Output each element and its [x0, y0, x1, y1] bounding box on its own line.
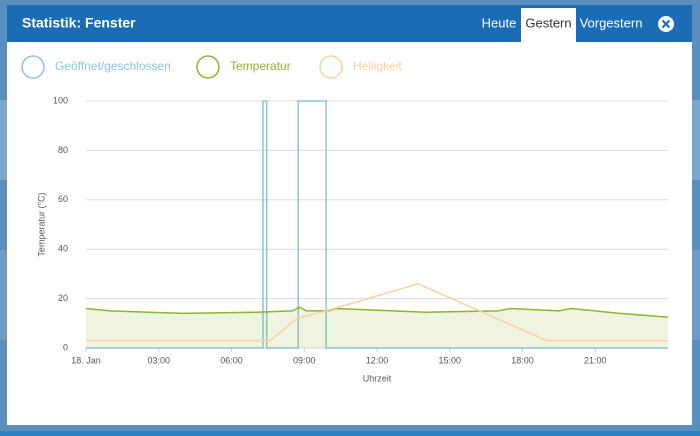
x-tick-label: 15:00 [438, 355, 461, 365]
close-icon [661, 19, 671, 29]
y-tick-label: 0 [63, 342, 68, 352]
modal-title: Statistik: Fenster [22, 15, 136, 31]
y-tick-label: 40 [58, 244, 68, 254]
x-tick-label: 03:00 [147, 355, 170, 365]
legend-label[interactable]: Geöffnet/geschlossen [55, 59, 171, 73]
legend-marker [196, 55, 220, 79]
x-tick-label: 06:00 [220, 355, 243, 365]
y-tick-label: 20 [58, 293, 68, 303]
legend-marker [319, 55, 343, 79]
tab-active [521, 8, 576, 42]
y-axis-label: Temperatur (°C) [36, 192, 46, 256]
x-tick-label: 09:00 [293, 355, 316, 365]
x-tick-label: 21:00 [584, 355, 607, 365]
y-tick-label: 80 [58, 145, 68, 155]
y-tick-label: 60 [58, 194, 68, 204]
x-tick-label: 18. Jan [71, 355, 101, 365]
x-tick-label: 12:00 [366, 355, 389, 365]
tab[interactable]: Vorgestern [580, 15, 643, 30]
x-axis-label: Uhrzeit [363, 373, 392, 383]
tab[interactable]: Gestern [525, 15, 571, 30]
line [86, 283, 668, 342]
legend-label[interactable]: Temperatur [230, 59, 291, 73]
area [86, 307, 668, 348]
modal-header [7, 5, 692, 42]
x-tick-label: 18:00 [511, 355, 534, 365]
y-tick-label: 100 [53, 95, 68, 105]
modal [7, 5, 692, 425]
tab[interactable]: Heute [482, 15, 517, 30]
line [86, 100, 668, 349]
legend-marker [21, 55, 45, 79]
legend-label[interactable]: Helligkeit [353, 59, 402, 73]
